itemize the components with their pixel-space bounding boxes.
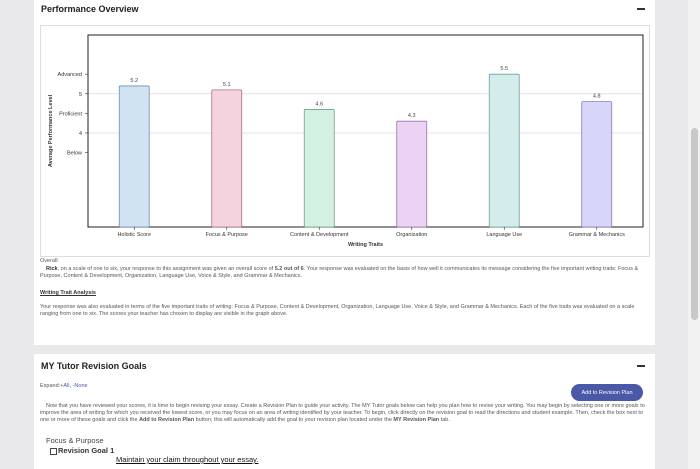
y-axis-label: Average Performance Level [48, 94, 54, 167]
performance-overview-title: Performance Overview [41, 4, 139, 14]
overall-text-1: , on a scale of one to six, your respons… [57, 266, 275, 272]
bar [303, 109, 335, 228]
intro-text-2: button; this will automatically add the … [194, 417, 394, 423]
performance-chart: Advanced 5 Proficient 4 Below Average Perform… [40, 25, 650, 257]
y-tick-label: 5 [79, 92, 82, 98]
expand-label: Expand: [40, 383, 61, 389]
bar [211, 89, 243, 228]
x-tick-label: Holistic Score [117, 232, 151, 238]
y-tick-label: Below [67, 151, 82, 157]
x-tick-label: Content & Development [290, 232, 349, 238]
revision-goal-1-link[interactable]: Maintain your claim throughout your essa… [116, 455, 259, 464]
y-tick-label: Advanced [58, 72, 82, 78]
bar-value-label: 4.3 [408, 113, 416, 119]
bar [581, 101, 613, 228]
bar-value-label: 5.1 [223, 82, 231, 88]
x-tick-label: Grammar & Mechanics [569, 232, 625, 238]
intro-bold-2: MY Revision Plan [393, 417, 440, 423]
performance-overview-panel: Performance Overview Advanced 5 Proficient… [34, 0, 655, 345]
intro-text-1: Now that you have reviewed your scores, … [40, 403, 645, 423]
revision-goal-1-checkbox[interactable] [50, 448, 57, 455]
y-tick-label: 4 [79, 131, 82, 137]
page-scrollbar[interactable] [688, 0, 700, 469]
expand-controls: Expand:+All, -None [40, 383, 88, 389]
expand-none-link[interactable]: -None [72, 383, 88, 389]
x-axis-label: Writing Traits [348, 242, 383, 248]
revision-goals-panel: MY Tutor Revision Goals Expand:+All, -No… [34, 354, 655, 469]
overall-score: 5.2 out of 6 [274, 266, 304, 272]
plot-frame [87, 34, 644, 228]
x-tick-label: Focus & Purpose [206, 232, 248, 238]
bar-value-label: 4.6 [315, 101, 323, 107]
revision-intro-paragraph: Now that you have reviewed your scores, … [40, 403, 650, 424]
collapse-minus-icon[interactable] [637, 365, 645, 367]
bar [396, 120, 428, 228]
bar-value-label: 4.8 [593, 94, 601, 100]
x-tick-label: Organization [396, 232, 427, 238]
revision-goals-title: MY Tutor Revision Goals [41, 361, 147, 371]
bar-chart-svg: Advanced 5 Proficient 4 Below Average Perform… [48, 34, 644, 248]
scrollbar-thumb[interactable] [691, 128, 698, 320]
bar-value-label: 5.5 [500, 66, 508, 72]
bar [118, 85, 150, 228]
student-name: Rick [46, 266, 58, 272]
overall-paragraph: Rick, on a scale of one to six, your res… [40, 266, 650, 280]
bar-value-label: 5.2 [130, 78, 138, 84]
collapse-minus-icon[interactable] [637, 8, 645, 10]
revision-goal-1-label: Revision Goal 1 [58, 446, 115, 455]
trait-analysis-paragraph: Your response was also evaluated in term… [40, 304, 635, 317]
intro-bold-1: Add to Revision Plan [139, 417, 195, 423]
intro-text-3: tab. [439, 417, 450, 423]
add-to-revision-plan-button[interactable]: Add to Revision Plan [571, 384, 643, 401]
expand-all-link[interactable]: +All [60, 383, 70, 389]
overall-text-2: . Your response was evaluated on the bas… [40, 266, 639, 279]
overall-label: Overall: [40, 258, 59, 264]
goal-section-focus-purpose: Focus & Purpose [46, 436, 104, 445]
bar [488, 73, 520, 228]
x-tick-label: Language Use [486, 232, 522, 238]
writing-trait-analysis-heading: Writing Trait Analysis [40, 290, 96, 296]
y-tick-label: Proficient [59, 111, 82, 117]
